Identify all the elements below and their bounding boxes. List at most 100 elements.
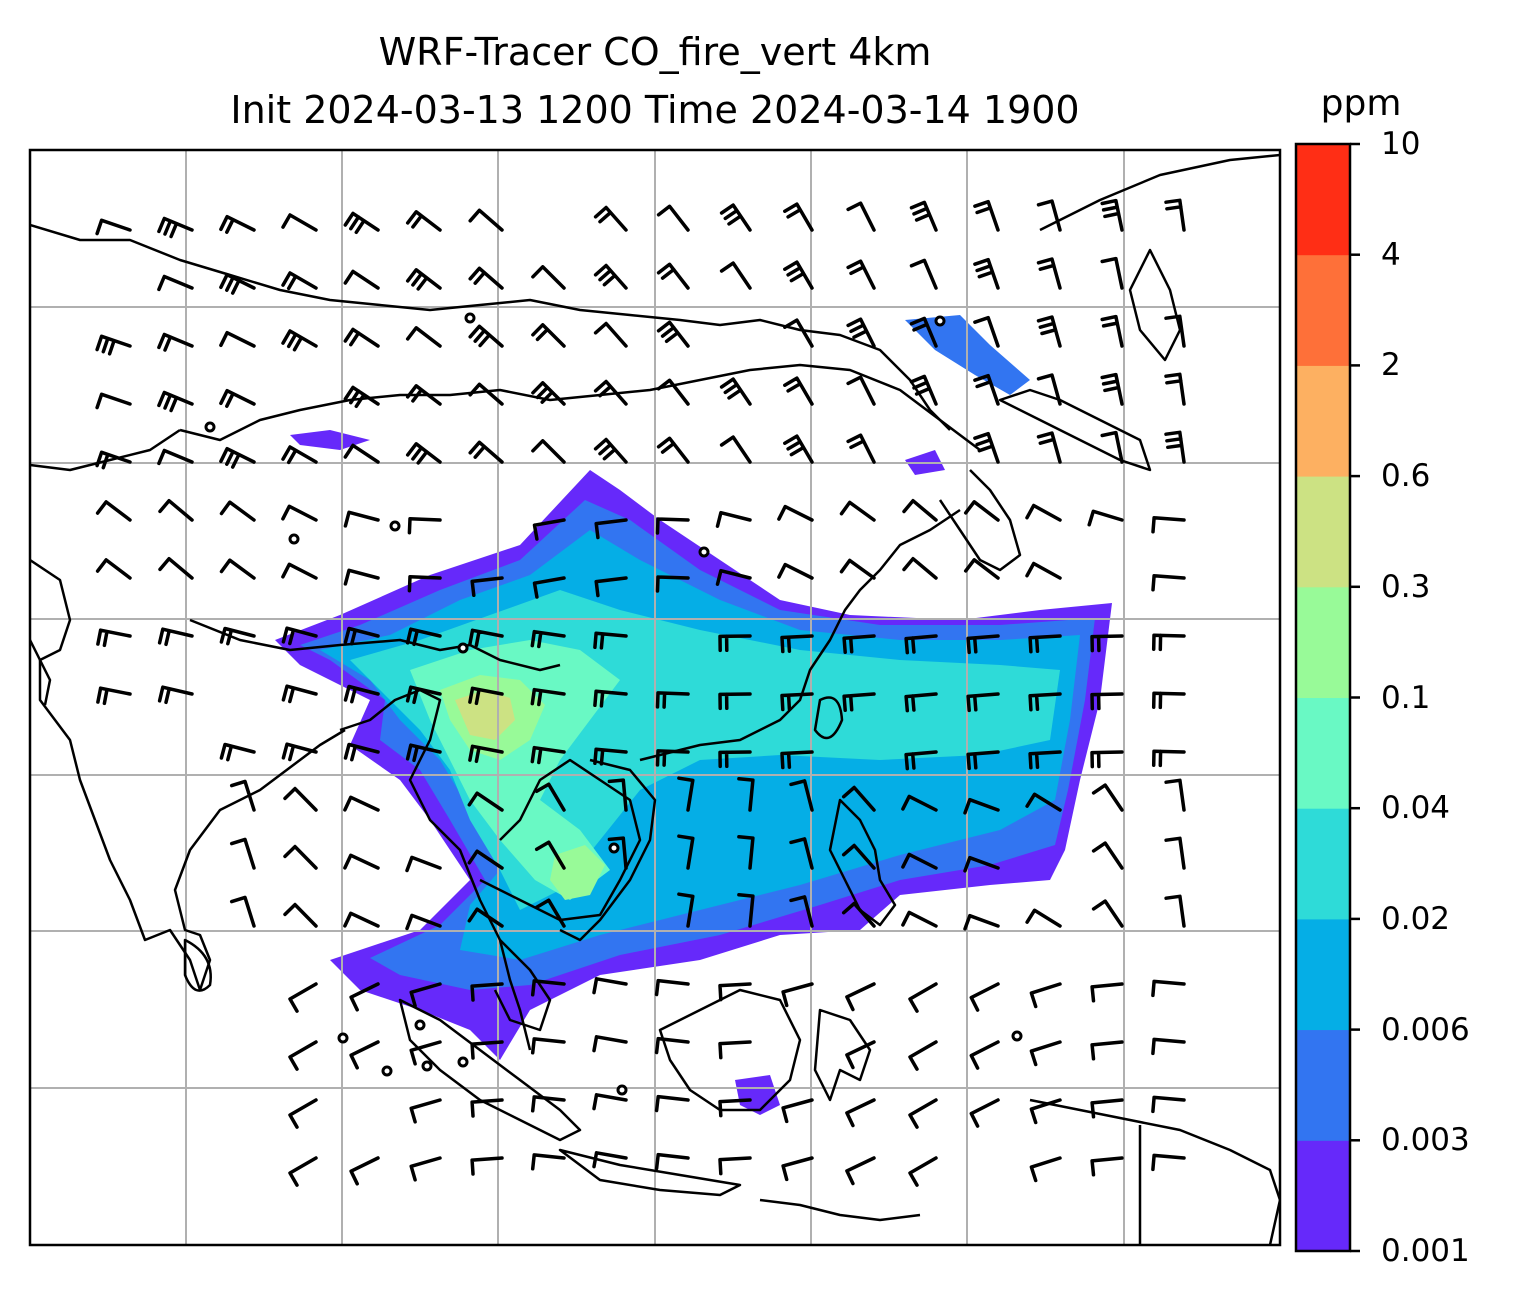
wind-barb [219, 330, 256, 348]
wind-barb [973, 199, 1000, 232]
coast-vietnam [559, 758, 657, 942]
border-china-north [179, 363, 981, 451]
calm-marker [457, 1056, 469, 1068]
wind-barb [1151, 979, 1186, 998]
wind-barb [157, 685, 194, 705]
wind-barb [534, 782, 566, 812]
wind-barb [343, 443, 380, 464]
wind-barb [530, 629, 566, 649]
border-myanmar [339, 688, 532, 1051]
coast-india-west [30, 639, 52, 706]
wind-barb [973, 315, 1000, 348]
map-plot-area [30, 150, 1280, 1245]
plume-patch-borneo [735, 1075, 780, 1115]
calm-marker [616, 1084, 628, 1096]
wind-barb [845, 1156, 876, 1186]
wind-barb [1100, 198, 1124, 232]
wind-barb [845, 1098, 876, 1128]
wind-barb [531, 439, 566, 464]
wind-barb [654, 1094, 690, 1113]
wind-barb [842, 634, 876, 655]
wind-barb [288, 1156, 318, 1187]
wind-barb [349, 982, 380, 1012]
wind-barb [963, 558, 1000, 580]
wind-barb [283, 902, 318, 928]
wind-barb [531, 381, 566, 406]
wind-barb [781, 1098, 814, 1124]
wind-barb [95, 218, 132, 236]
wind-barb [969, 982, 1000, 1012]
wind-barb [1164, 314, 1186, 348]
wind-barb [1025, 561, 1062, 580]
wind-barb [1028, 692, 1062, 712]
coast-srilanka [183, 938, 212, 992]
wind-barb [532, 518, 566, 541]
wind-barb [592, 977, 628, 995]
calm-marker [608, 842, 620, 854]
colorbar-segment [1296, 254, 1350, 366]
wind-barb [1091, 841, 1124, 870]
map-title-line-2: Init 2024-03-13 1200 Time 2024-03-14 190… [230, 88, 1080, 132]
coast-philippines [828, 798, 897, 927]
wind-barb [1029, 1098, 1062, 1125]
wind-barb [1164, 372, 1186, 406]
wind-barb [963, 855, 1000, 873]
wind-barb [95, 450, 132, 470]
wind-barb [1025, 792, 1062, 812]
wind-barb [219, 558, 256, 580]
wind-barb [288, 982, 318, 1013]
wind-barb [655, 517, 690, 535]
colorbar-tick-label: 0.001 [1381, 1233, 1470, 1269]
coast-malay [493, 939, 552, 1032]
wind-barb [677, 776, 695, 812]
wind-barb [1151, 515, 1186, 534]
colorbar [1294, 142, 1360, 1253]
wind-barb [718, 1098, 752, 1118]
wind-barb [1151, 1095, 1186, 1114]
map-title-line-1: WRF-Tracer CO_fire_vert 4km [378, 30, 932, 74]
wind-barb [846, 317, 876, 348]
wind-barb [157, 390, 194, 413]
wind-barb [592, 1151, 628, 1169]
wind-barb [841, 901, 876, 928]
wind-barb [780, 692, 814, 712]
wind-barb [719, 261, 752, 290]
wind-barb [530, 687, 566, 707]
wind-barb [656, 262, 690, 290]
wind-barb [593, 263, 628, 290]
wind-barb [534, 840, 566, 870]
wind-barb [783, 318, 814, 348]
wind-barb [973, 431, 1000, 464]
wind-barb [593, 379, 628, 406]
wind-barb [594, 518, 628, 540]
wind-barb [468, 440, 504, 464]
colorbar-segment [1296, 1029, 1350, 1141]
wind-barb [1100, 256, 1124, 290]
wind-barb [281, 504, 318, 522]
wind-barb [718, 982, 752, 1002]
wind-barb [409, 1156, 442, 1182]
colorbar-segment [1296, 918, 1350, 1031]
wind-barb [719, 203, 752, 232]
calm-marker [934, 315, 946, 327]
wind-barb [1151, 749, 1186, 768]
wind-barb [531, 265, 566, 290]
coast-indochina [479, 758, 642, 922]
wind-barb [470, 982, 504, 1002]
wind-barb [845, 982, 876, 1012]
wind-barb [908, 1156, 938, 1187]
wind-barb [966, 692, 1000, 713]
coast-china-south [639, 508, 961, 762]
wind-barb [1164, 894, 1186, 928]
wind-barb [343, 211, 380, 235]
coast-kamchatka [1128, 248, 1182, 362]
calm-marker [381, 1065, 393, 1077]
wind-barb [281, 684, 318, 704]
wind-barb [1151, 691, 1186, 710]
wind-barb [409, 1098, 442, 1124]
wind-barb [656, 204, 690, 232]
colorbar-segment [1296, 586, 1350, 698]
wind-barb [1090, 750, 1124, 769]
wind-barb [783, 434, 814, 464]
wind-barb [530, 979, 566, 997]
